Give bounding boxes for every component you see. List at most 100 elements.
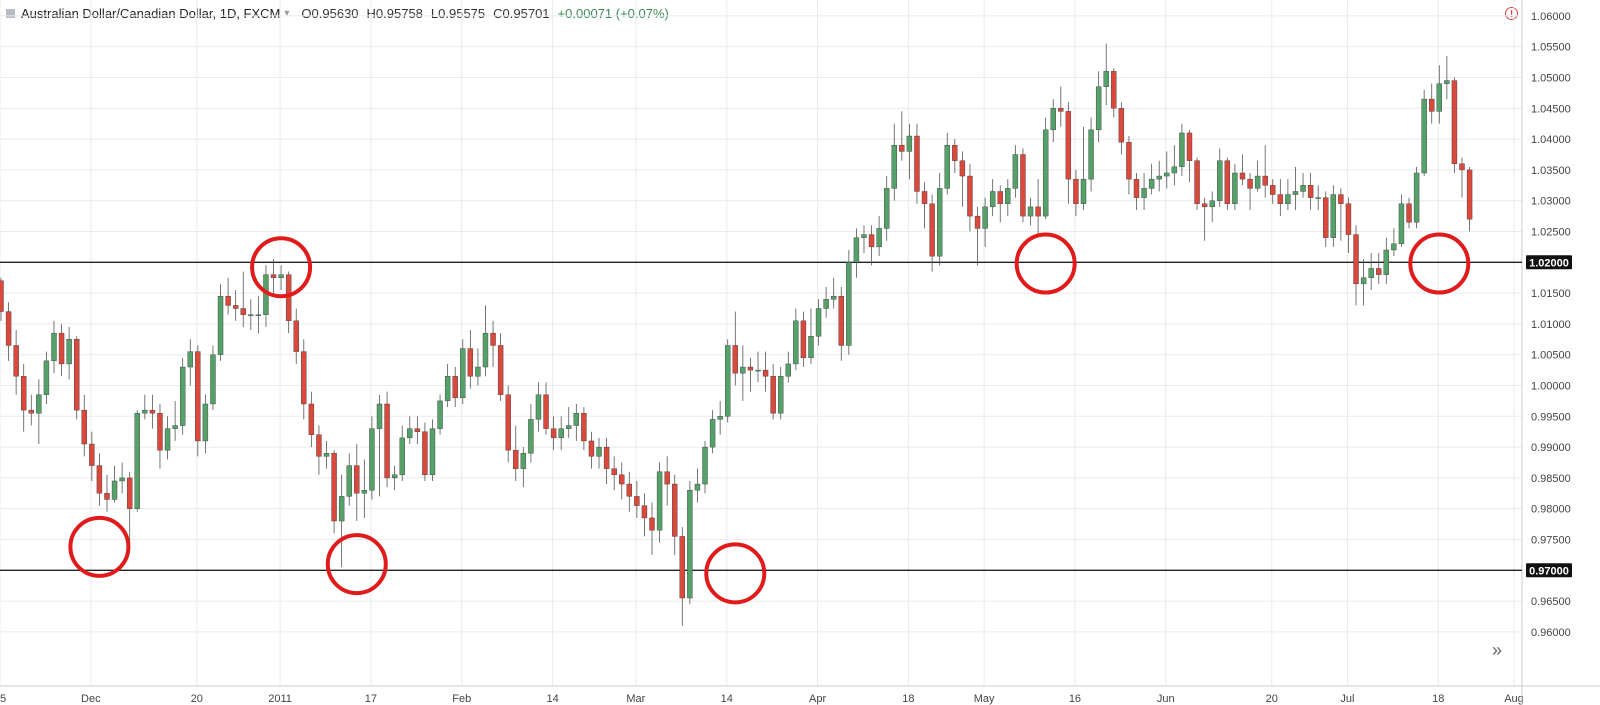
candle-up bbox=[596, 446, 602, 457]
candle-down bbox=[96, 465, 103, 494]
candle-down bbox=[0, 280, 4, 312]
candle-up bbox=[164, 428, 171, 451]
candle-up bbox=[944, 145, 950, 189]
x-tick-label: 16 bbox=[1069, 693, 1081, 705]
candle-down bbox=[1020, 154, 1026, 217]
candle-up bbox=[36, 394, 42, 414]
candle-up bbox=[1383, 249, 1390, 275]
level-price-label: 0.97000 bbox=[1529, 565, 1569, 577]
candle-up bbox=[1444, 80, 1450, 84]
candle-up bbox=[248, 314, 254, 316]
candle-down bbox=[225, 295, 231, 306]
candle-down bbox=[13, 345, 19, 377]
candle-up bbox=[437, 400, 443, 429]
y-tick-label: 0.98000 bbox=[1531, 504, 1571, 516]
candle-down bbox=[959, 160, 966, 177]
candle-down bbox=[58, 332, 65, 365]
candle-down bbox=[762, 369, 769, 377]
x-tick-label: 17 bbox=[365, 693, 377, 705]
candle-up bbox=[883, 188, 890, 229]
candle-up bbox=[51, 332, 57, 362]
x-tick-label: Jun bbox=[1157, 693, 1175, 705]
candle-down bbox=[1376, 268, 1382, 275]
y-tick-label: 1.04500 bbox=[1531, 103, 1571, 115]
candle-down bbox=[452, 376, 458, 399]
y-tick-label: 1.04000 bbox=[1531, 134, 1571, 146]
candle-down bbox=[1224, 160, 1231, 204]
candle-down bbox=[126, 477, 133, 509]
candle-up bbox=[982, 206, 988, 229]
x-tick-label: 18 bbox=[902, 693, 914, 705]
caret-down-icon[interactable]: ▾ bbox=[284, 7, 290, 19]
candle-up bbox=[876, 228, 882, 248]
open-value: O0.95630 bbox=[301, 5, 359, 21]
candle-down bbox=[467, 348, 474, 377]
change-value: +0.00071 (+0.07%) bbox=[557, 5, 669, 21]
candle-up bbox=[573, 413, 580, 426]
x-tick-label: Apr bbox=[809, 693, 826, 705]
candle-up bbox=[1330, 194, 1337, 238]
candle-down bbox=[89, 443, 95, 466]
y-tick-label: 1.06000 bbox=[1531, 11, 1571, 23]
symbol-title[interactable]: Australian Dollar/Canadian Dollar, 1D, F… bbox=[21, 5, 281, 21]
candle-up bbox=[891, 145, 897, 189]
low-value: L0.95575 bbox=[430, 5, 486, 21]
candle-up bbox=[1050, 108, 1056, 131]
candle-down bbox=[157, 413, 163, 451]
candle-down bbox=[195, 351, 201, 442]
candle-down bbox=[354, 465, 360, 494]
y-tick-label: 0.99000 bbox=[1531, 442, 1571, 454]
candle-up bbox=[391, 474, 398, 479]
candle-down bbox=[603, 446, 610, 469]
candle-up bbox=[861, 234, 867, 238]
candle-down bbox=[1247, 178, 1253, 189]
candle-up bbox=[1413, 172, 1420, 223]
candle-up bbox=[906, 135, 913, 152]
candle-down bbox=[649, 517, 655, 531]
candle-up bbox=[1012, 154, 1019, 189]
candle-down bbox=[21, 376, 27, 411]
candle-down bbox=[1277, 194, 1284, 204]
candle-up bbox=[853, 237, 860, 263]
candle-down bbox=[1118, 108, 1125, 143]
candle-down bbox=[800, 320, 807, 358]
candle-down bbox=[543, 394, 549, 429]
candle-down bbox=[619, 474, 625, 485]
candle-up bbox=[66, 339, 72, 365]
candle-down bbox=[1035, 206, 1041, 217]
candle-up bbox=[808, 336, 814, 358]
candle-up bbox=[694, 483, 701, 491]
highlight-circle bbox=[704, 542, 767, 605]
candle-up bbox=[846, 262, 852, 346]
candle-down bbox=[1323, 197, 1329, 238]
candle-up bbox=[793, 320, 799, 365]
alert-circle-icon[interactable]: ! bbox=[1505, 7, 1518, 20]
candle-up bbox=[1088, 129, 1094, 180]
candle-up bbox=[520, 453, 527, 469]
candle-up bbox=[755, 369, 761, 372]
candle-up bbox=[1148, 178, 1155, 189]
candle-down bbox=[679, 536, 685, 599]
candle-up bbox=[558, 428, 564, 439]
candle-up bbox=[725, 345, 731, 417]
candle-down bbox=[899, 145, 905, 152]
y-tick-label: 1.05500 bbox=[1531, 42, 1571, 54]
candle-up bbox=[460, 348, 466, 399]
candle-down bbox=[1186, 132, 1193, 161]
chart-legend-header: Australian Dollar/Canadian Dollar, 1D, F… bbox=[6, 4, 669, 22]
candle-up bbox=[740, 366, 746, 374]
candle-up bbox=[407, 428, 413, 439]
candle-down bbox=[626, 483, 633, 497]
highlight-circle bbox=[1014, 232, 1077, 295]
candle-up bbox=[1360, 277, 1367, 285]
candle-down bbox=[1126, 141, 1132, 180]
candle-down bbox=[588, 440, 595, 457]
candle-down bbox=[5, 311, 12, 346]
x-tick-label: 20 bbox=[191, 693, 203, 705]
x-tick-label: 14 bbox=[721, 693, 733, 705]
candle-up bbox=[1179, 132, 1185, 168]
double-chevron-right-icon[interactable]: » bbox=[1491, 640, 1502, 660]
candle-down bbox=[770, 376, 776, 414]
candle-up bbox=[936, 188, 943, 257]
